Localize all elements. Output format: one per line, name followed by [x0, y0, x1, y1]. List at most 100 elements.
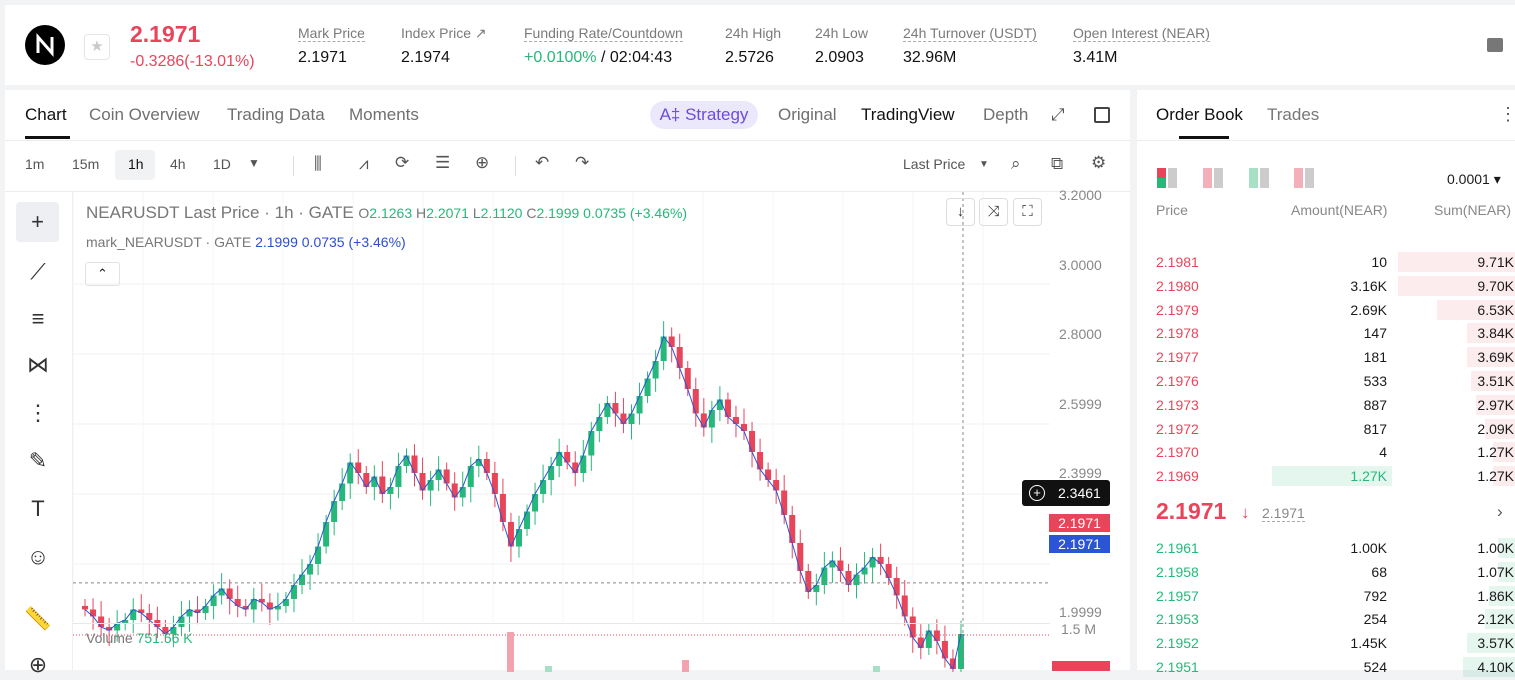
interval-1m[interactable]: 1m [25, 156, 45, 172]
strategy-button[interactable]: A‡ Strategy [650, 101, 758, 129]
tab-moments[interactable]: Moments [349, 105, 419, 124]
chevron-right-icon[interactable]: › [1497, 502, 1503, 521]
more-icon[interactable]: ⋮ [1499, 104, 1515, 124]
book-bids-icon[interactable] [1249, 168, 1271, 188]
candle-body [371, 476, 378, 487]
funding-rate-value: +0.0100% [524, 49, 597, 66]
candle-body [532, 493, 539, 512]
redo-icon[interactable]: ↷ [575, 153, 590, 172]
candle-body [540, 479, 547, 494]
row-amount: 1.45K [1350, 635, 1387, 652]
candle-body [515, 528, 522, 547]
ask-row[interactable]: 2.1978 147 3.84K [1137, 321, 1515, 345]
reset-button[interactable]: ⛶ [1013, 198, 1042, 226]
depth-bar [1398, 252, 1515, 272]
fit-button[interactable]: ⤨ [979, 198, 1008, 226]
ask-row[interactable]: 2.1969 1.27K 1.27K [1137, 464, 1515, 488]
row-sum: 1.07K [1477, 563, 1514, 580]
favorite-star-icon[interactable]: ★ [84, 34, 110, 60]
candle-body [660, 336, 667, 361]
crosshair-icon[interactable]: + [16, 202, 59, 242]
bid-row[interactable]: 2.1961 1.00K 1.00K [1137, 536, 1515, 560]
indicator-icon[interactable]: ⩘ [359, 154, 369, 173]
tab-coin-overview[interactable]: Coin Overview [89, 105, 200, 124]
gear-icon[interactable]: ⚙ [1091, 153, 1107, 172]
refresh-icon[interactable]: ⟳ [395, 153, 410, 172]
ask-row[interactable]: 2.1976 533 3.51K [1137, 369, 1515, 393]
tab-order-book[interactable]: Order Book [1156, 105, 1243, 124]
brush-icon[interactable]: ✎ [28, 448, 48, 473]
emoji-icon[interactable]: ☺ [26, 544, 50, 569]
ask-row[interactable]: 2.1977 181 3.69K [1137, 345, 1515, 369]
tab-depth[interactable]: Depth [983, 105, 1029, 124]
ask-row[interactable]: 2.1981 10 9.71K [1137, 250, 1515, 274]
add-indicator-icon[interactable]: ⊕ [475, 153, 490, 172]
zoom-in-icon[interactable]: ⊕ [28, 652, 48, 677]
template-icon[interactable]: ☰ [435, 153, 451, 172]
expand-icon[interactable]: ⤢ [1051, 105, 1065, 124]
bid-row[interactable]: 2.1957 792 1.86K [1137, 584, 1515, 608]
candle-body [580, 455, 587, 473]
interval-4h[interactable]: 4h [170, 156, 186, 172]
candle-body [901, 595, 908, 617]
book-asks-icon[interactable] [1203, 168, 1225, 188]
row-amount: 887 [1363, 396, 1387, 413]
candle-body [716, 399, 723, 410]
row-amount: 147 [1363, 325, 1387, 342]
candle-body [789, 514, 796, 543]
search-icon[interactable]: ⌕ [1011, 154, 1021, 173]
bid-row[interactable]: 2.1951 524 4.10K [1137, 655, 1515, 679]
price-type-select[interactable]: Last Price [903, 156, 966, 172]
collapse-legend-button[interactable]: ⌃ [85, 262, 120, 286]
precision-select[interactable]: 0.0001 ▾ [1447, 171, 1501, 187]
fib-icon[interactable]: ⋮ [27, 400, 49, 425]
candle-body [82, 605, 89, 610]
crosshair-price-tag[interactable]: +2.3461 [1022, 480, 1110, 506]
ruler-icon[interactable]: 📏 [24, 606, 52, 631]
candle-body [692, 388, 699, 414]
window-icon[interactable] [1094, 107, 1110, 123]
candle-type-icon[interactable]: ⫼ [314, 154, 322, 173]
ask-row[interactable]: 2.1979 2.69K 6.53K [1137, 298, 1515, 322]
stat-24h-high: 24h High 2.5726 [725, 25, 782, 66]
candle-body [122, 619, 129, 624]
candle-body [162, 626, 169, 634]
row-sum: 1.27K [1477, 468, 1514, 485]
bid-row[interactable]: 2.1953 254 2.12K [1137, 607, 1515, 631]
book-sells-icon[interactable] [1294, 168, 1316, 188]
candlestick-chart[interactable] [73, 192, 1050, 672]
ask-row[interactable]: 2.1973 887 2.97K [1137, 393, 1515, 417]
bid-row[interactable]: 2.1952 1.45K 3.57K [1137, 631, 1515, 655]
trendline-icon[interactable]: ⟋ [30, 259, 46, 284]
interval-1h[interactable]: 1h [128, 156, 144, 172]
stat-index-price[interactable]: Index Price ↗ 2.1974 [401, 25, 487, 66]
row-price: 2.1957 [1156, 587, 1199, 604]
tab-tradingview[interactable]: TradingView [861, 105, 955, 124]
camera-icon[interactable]: ⧉ [1051, 154, 1064, 173]
volume-bar [873, 666, 880, 672]
book-both-icon[interactable] [1157, 168, 1179, 188]
tab-chart[interactable]: Chart [25, 105, 67, 124]
candle-body [724, 399, 731, 417]
candle-body [282, 598, 289, 606]
legend-l-label: L [472, 205, 481, 221]
scroll-down-button[interactable]: ↓ [946, 198, 975, 226]
price-type-chevron-icon[interactable]: ▼ [979, 159, 989, 170]
tab-trades[interactable]: Trades [1267, 105, 1320, 124]
ask-row[interactable]: 2.1972 817 2.09K [1137, 417, 1515, 441]
text-icon[interactable]: T [31, 496, 45, 521]
book-icon[interactable] [1487, 38, 1503, 52]
row-sum: 3.51K [1477, 373, 1514, 389]
tab-trading-data[interactable]: Trading Data [227, 105, 325, 124]
ask-row[interactable]: 2.1970 4 1.27K [1137, 440, 1515, 464]
ask-row[interactable]: 2.1980 3.16K 9.70K [1137, 274, 1515, 298]
interval-15m[interactable]: 15m [72, 156, 100, 172]
pattern-icon[interactable]: ⋈ [27, 352, 49, 377]
interval-dropdown-icon[interactable]: ▼ [248, 156, 260, 170]
bid-row[interactable]: 2.1958 68 1.07K [1137, 560, 1515, 584]
chart-legend: NEARUSDT Last Price · 1h · GATE O2.1263 … [86, 203, 687, 223]
interval-1d[interactable]: 1D [213, 156, 231, 172]
undo-icon[interactable]: ↶ [535, 153, 550, 172]
horizontal-lines-icon[interactable]: ≡ [31, 306, 45, 331]
tab-original[interactable]: Original [778, 105, 837, 124]
